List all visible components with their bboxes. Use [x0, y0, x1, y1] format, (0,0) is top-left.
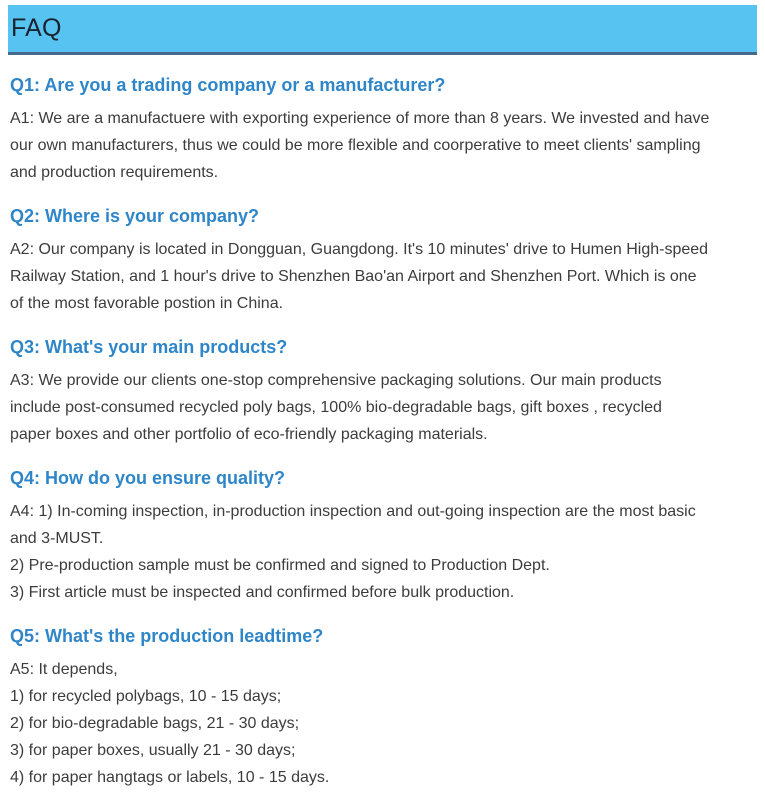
faq-item-q4: Q4: How do you ensure quality? A4: 1) In…: [8, 467, 757, 606]
faq-answer-line: A3: We provide our clients one-stop comp…: [10, 372, 662, 389]
faq-question: Q3: What's your main products?: [10, 337, 288, 357]
faq-answer-line: 2) Pre-production sample must be confirm…: [10, 557, 550, 574]
faq-question: Q4: How do you ensure quality?: [10, 468, 286, 488]
faq-section-header-bar: FAQ: [8, 5, 757, 55]
faq-answer-line: include post-consumed recycled poly bags…: [10, 399, 662, 416]
faq-answer: A1: We are a manufactuere with exporting…: [10, 105, 757, 186]
faq-question: Q2: Where is your company?: [10, 206, 260, 226]
faq-item-q5: Q5: What's the production leadtime? A5: …: [8, 625, 757, 791]
faq-question: Q5: What's the production leadtime?: [10, 626, 324, 646]
faq-question: Q1: Are you a trading company or a manuf…: [10, 75, 446, 95]
faq-page-title: FAQ: [11, 14, 62, 42]
faq-answer-line: 3) for paper boxes, usually 21 - 30 days…: [10, 742, 296, 759]
faq-answer-line: 1) for recycled polybags, 10 - 15 days;: [10, 688, 282, 705]
faq-answer: A5: It depends, 1) for recycled polybags…: [10, 656, 757, 791]
faq-item-q2: Q2: Where is your company? A2: Our compa…: [8, 205, 757, 317]
faq-answer-line: A4: 1) In-coming inspection, in-producti…: [10, 503, 696, 520]
faq-answer-line: 3) First article must be inspected and c…: [10, 584, 515, 601]
faq-answer-line: Railway Station, and 1 hour's drive to S…: [10, 268, 697, 285]
faq-answer: A2: Our company is located in Dongguan, …: [10, 236, 757, 317]
faq-answer: A3: We provide our clients one-stop comp…: [10, 367, 757, 448]
faq-answer-line: paper boxes and other portfolio of eco-f…: [10, 426, 488, 443]
faq-answer-line: A5: It depends,: [10, 661, 118, 678]
faq-answer-line: 2) for bio-degradable bags, 21 - 30 days…: [10, 715, 300, 732]
faq-answer-line: and production requirements.: [10, 164, 219, 181]
faq-answer-line: A1: We are a manufactuere with exporting…: [10, 110, 710, 127]
faq-answer-line: 4) for paper hangtags or labels, 10 - 15…: [10, 769, 330, 786]
faq-item-q3: Q3: What's your main products? A3: We pr…: [8, 336, 757, 448]
faq-item-q1: Q1: Are you a trading company or a manuf…: [8, 74, 757, 186]
faq-answer-line: A2: Our company is located in Dongguan, …: [10, 241, 709, 258]
faq-answer-line: of the most favorable postion in China.: [10, 295, 284, 312]
faq-answer: A4: 1) In-coming inspection, in-producti…: [10, 498, 757, 606]
faq-answer-line: and 3-MUST.: [10, 530, 104, 547]
faq-answer-line: our own manufacturers, thus we could be …: [10, 137, 701, 154]
